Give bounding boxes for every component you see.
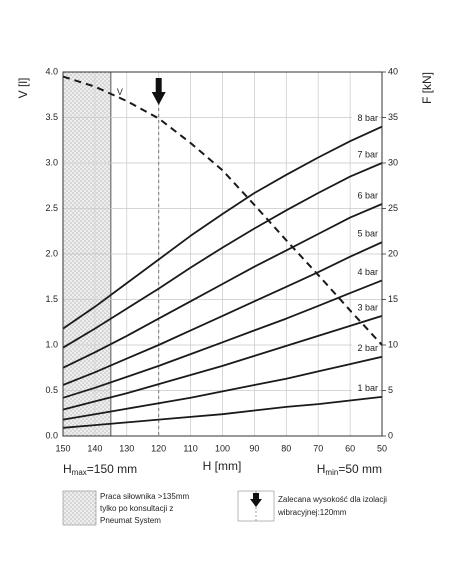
legend-text: tylko po konsultacji z: [100, 504, 173, 513]
h-max-label: Hmax=150 mm: [63, 462, 137, 477]
series-label-bg: [352, 383, 379, 394]
x-tick-label: 140: [87, 443, 102, 453]
series-line: [62, 355, 383, 421]
series-label: 1 bar: [357, 383, 378, 393]
series-line: [62, 162, 383, 349]
recommended-arrow: [151, 78, 166, 105]
y2-tick-label: 40: [388, 66, 398, 76]
legend-arrow: [250, 493, 262, 507]
x-tick-label: 90: [249, 443, 259, 453]
series-line: [62, 279, 383, 399]
y-tick-label: 3.5: [45, 112, 58, 122]
y-tick-label: 3.0: [45, 157, 58, 167]
series-label: 5 bar: [357, 229, 378, 239]
x-axis-label: H [mm]: [203, 459, 242, 473]
series-label-bg: [352, 190, 379, 201]
series-label-bg: [352, 229, 379, 240]
x-tick-label: 60: [345, 443, 355, 453]
series-line: [62, 203, 383, 369]
series-label-bg: [352, 343, 379, 354]
y2-tick-label: 30: [388, 157, 398, 167]
x-tick-label: 50: [377, 443, 387, 453]
x-tick-label: 150: [55, 443, 70, 453]
y2-tick-label: 25: [388, 203, 398, 213]
y-tick-label: 0.5: [45, 385, 58, 395]
series-line: [62, 315, 383, 411]
series-line: [62, 396, 383, 429]
series-label: 3 bar: [357, 302, 378, 312]
legend-text: Zalecana wysokość dla izolacji: [278, 495, 387, 504]
series-line: [62, 125, 383, 330]
y-tick-label: 4.0: [45, 66, 58, 76]
x-tick-label: 80: [281, 443, 291, 453]
series-label: 6 bar: [357, 190, 378, 200]
series-label-bg: [352, 267, 379, 278]
series-label: 7 bar: [357, 149, 378, 159]
series-label: 2 bar: [357, 343, 378, 353]
series-label-bg: [352, 113, 379, 124]
y-tick-label: 1.0: [45, 339, 58, 349]
y-tick-label: 2.0: [45, 248, 58, 258]
series-label-bg: [352, 302, 379, 313]
x-tick-label: 70: [313, 443, 323, 453]
y-tick-label: 1.5: [45, 294, 58, 304]
series-label-bg: [352, 150, 379, 160]
y2-tick-label: 20: [388, 248, 398, 258]
y2-tick-label: 10: [388, 339, 398, 349]
plot-frame: [62, 71, 383, 437]
y2-tick-label: 15: [388, 294, 398, 304]
x-tick-label: 120: [151, 443, 166, 453]
y2-tick-label: 35: [388, 112, 398, 122]
y2-tick-label: 0: [388, 430, 393, 440]
h-min-label: Hmin=50 mm: [317, 462, 382, 477]
y-tick-label: 2.5: [45, 203, 58, 213]
series-label: V: [117, 87, 123, 97]
legend-shaded-swatch: [62, 490, 97, 526]
y-tick-label: 0.0: [45, 430, 58, 440]
y-axis-label: V [l]: [16, 78, 30, 99]
series-label: 8 bar: [357, 113, 378, 123]
series-label: 4 bar: [357, 267, 378, 277]
legend-text: Praca siłownika >135mm: [100, 492, 189, 501]
x-tick-label: 110: [183, 443, 197, 453]
x-tick-label: 100: [215, 443, 230, 453]
x-tick-label: 130: [119, 443, 134, 453]
legend-text: Pneumat System: [100, 516, 161, 525]
y2-tick-label: 5: [388, 385, 393, 395]
y2-axis-label: F [kN]: [420, 72, 434, 104]
legend-text: wibracyjnej:120mm: [277, 508, 347, 517]
series-line: [62, 241, 383, 386]
